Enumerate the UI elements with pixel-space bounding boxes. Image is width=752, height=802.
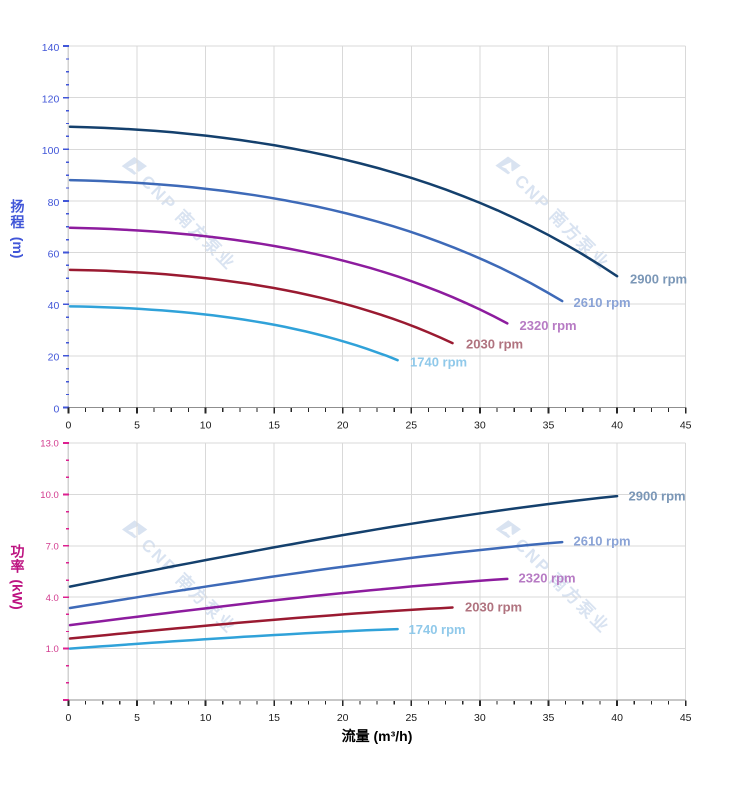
svg-text:140: 140 <box>42 42 60 54</box>
svg-text:40: 40 <box>48 300 60 312</box>
svg-text:5: 5 <box>134 712 140 724</box>
svg-text:2320 rpm: 2320 rpm <box>520 318 577 333</box>
svg-text:60: 60 <box>48 248 60 260</box>
svg-text:0: 0 <box>53 403 59 415</box>
svg-text:10: 10 <box>200 712 212 724</box>
svg-text:10.0: 10.0 <box>40 490 59 501</box>
svg-text:40: 40 <box>611 712 623 724</box>
svg-text:20: 20 <box>48 352 60 364</box>
svg-text:1740 rpm: 1740 rpm <box>410 354 467 369</box>
svg-text:20: 20 <box>337 712 349 724</box>
svg-text:0: 0 <box>65 712 71 724</box>
svg-text:2320 rpm: 2320 rpm <box>519 571 576 586</box>
svg-text:25: 25 <box>405 712 417 724</box>
svg-text:2900 rpm: 2900 rpm <box>630 272 687 287</box>
svg-text:扬: 扬 <box>11 198 25 214</box>
svg-text:15: 15 <box>268 420 280 432</box>
svg-text:35: 35 <box>543 420 555 432</box>
svg-text:45: 45 <box>680 420 692 432</box>
svg-text:13.0: 13.0 <box>40 439 59 450</box>
svg-text:30: 30 <box>474 712 486 724</box>
svg-text:(kW): (kW) <box>10 579 26 609</box>
svg-text:10: 10 <box>200 420 212 432</box>
svg-text:40: 40 <box>611 420 623 432</box>
svg-text:30: 30 <box>474 420 486 432</box>
svg-text:2610 rpm: 2610 rpm <box>574 533 631 548</box>
svg-text:20: 20 <box>337 420 349 432</box>
svg-text:80: 80 <box>48 197 60 209</box>
svg-text:流量 (m³/h): 流量 (m³/h) <box>342 728 413 744</box>
svg-text:2030 rpm: 2030 rpm <box>465 600 522 615</box>
svg-text:100: 100 <box>42 145 60 157</box>
svg-text:15: 15 <box>268 712 280 724</box>
svg-text:功: 功 <box>11 544 25 560</box>
svg-text:2900 rpm: 2900 rpm <box>629 488 686 503</box>
svg-text:7.0: 7.0 <box>46 541 59 552</box>
svg-text:(m): (m) <box>10 237 26 259</box>
svg-text:35: 35 <box>543 712 555 724</box>
svg-text:程: 程 <box>11 214 25 230</box>
svg-text:120: 120 <box>42 94 60 106</box>
svg-text:1.0: 1.0 <box>46 644 59 655</box>
svg-text:2610 rpm: 2610 rpm <box>574 295 631 310</box>
svg-text:25: 25 <box>405 420 417 432</box>
svg-text:1740 rpm: 1740 rpm <box>409 622 466 637</box>
svg-text:2030 rpm: 2030 rpm <box>466 337 523 352</box>
svg-text:45: 45 <box>680 712 692 724</box>
svg-text:率: 率 <box>11 559 25 575</box>
svg-text:5: 5 <box>134 420 140 432</box>
svg-text:4.0: 4.0 <box>46 593 59 604</box>
svg-text:0: 0 <box>65 420 71 432</box>
